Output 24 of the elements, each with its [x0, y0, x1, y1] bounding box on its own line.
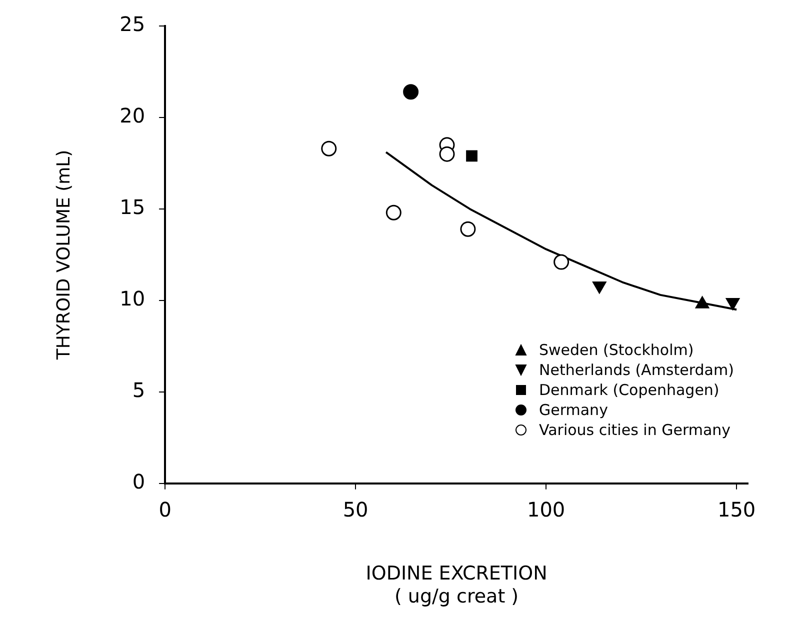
point	[321, 140, 337, 156]
legend-label: Netherlands (Amsterdam)	[539, 360, 734, 380]
point	[466, 150, 478, 162]
legend-label: Denmark (Copenhagen)	[539, 380, 720, 400]
x-tick-label: 100	[526, 498, 566, 522]
x-axis-title: IODINE EXCRETION ( ug/g creat )	[366, 562, 548, 608]
point	[460, 221, 476, 237]
y-tick-label: 5	[132, 378, 146, 402]
legend-label: Various cities in Germany	[539, 420, 731, 440]
x-tick-label: 50	[342, 498, 368, 522]
y-tick-label: 25	[120, 12, 146, 36]
x-tick-label: 150	[717, 498, 756, 522]
legend-label: Germany	[539, 400, 608, 420]
y-tick-label: 15	[120, 195, 146, 220]
point	[554, 254, 570, 270]
point	[403, 84, 419, 100]
legend-label: Sweden (Stockholm)	[539, 340, 694, 360]
x-tick-label: 0	[158, 498, 172, 522]
point	[386, 204, 402, 220]
y-axis-title: THYROID VOLUME (mL)	[53, 150, 74, 361]
y-tick-label: 10	[120, 286, 146, 311]
y-tick-label: 20	[120, 104, 146, 128]
point	[439, 146, 455, 162]
y-tick-label: 0	[132, 470, 146, 494]
